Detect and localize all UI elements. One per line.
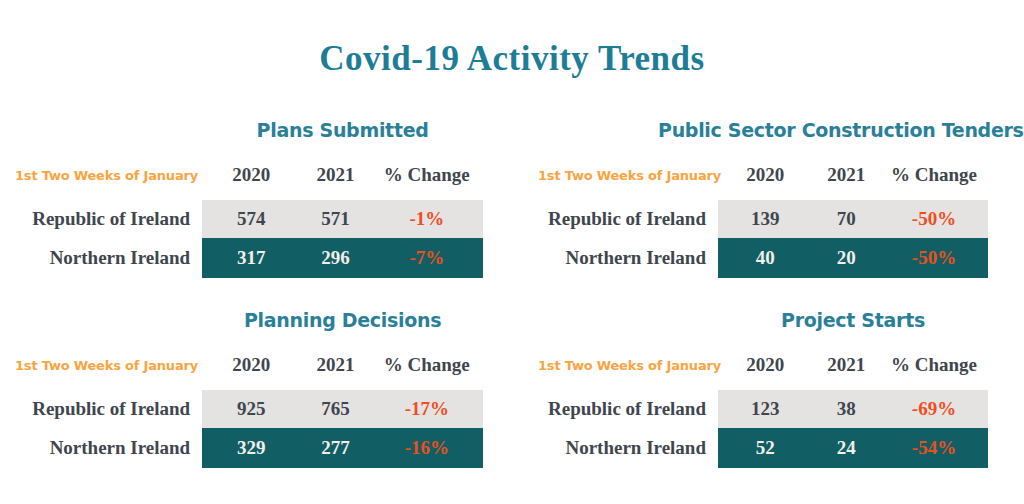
column-header-change: % Change [371,350,483,380]
tables-grid: Plans Submitted 1st Two Weeks of January… [15,118,1024,468]
column-header-2021: 2021 [300,350,370,380]
cell-2020: 317 [202,238,300,278]
table-row-northern-ireland: Northern Ireland 40 20 -50% [538,238,988,278]
table-title: Public Sector Construction Tenders [658,118,928,142]
table-title: Plans Submitted [202,118,483,142]
cell-change: -54% [880,428,988,468]
column-header-change: % Change [371,160,483,190]
table-row-republic-of-ireland: Republic of Ireland 574 571 -1% [15,200,483,238]
cell-change: -50% [880,238,988,278]
column-header-2021: 2021 [300,160,370,190]
table-row-northern-ireland: Northern Ireland 317 296 -7% [15,238,483,278]
cell-2021: 24 [813,428,881,468]
column-header-change: % Change [880,350,988,380]
cell-2020: 40 [718,238,813,278]
cell-2020: 52 [718,428,813,468]
cell-change: -50% [880,200,988,238]
cell-change: -17% [371,390,483,428]
row-label: Republic of Ireland [15,200,202,238]
row-label: Northern Ireland [15,238,202,278]
table-row-northern-ireland: Northern Ireland 52 24 -54% [538,428,988,468]
row-label: Northern Ireland [538,428,718,468]
table-row-northern-ireland: Northern Ireland 329 277 -16% [15,428,483,468]
row-label: Republic of Ireland [15,390,202,428]
table-header-row: 1st Two Weeks of January 2020 2021 % Cha… [538,350,988,380]
cell-2020: 139 [718,200,813,238]
cell-2021: 571 [300,200,370,238]
row-label: Republic of Ireland [538,200,718,238]
period-label: 1st Two Weeks of January [15,350,202,380]
cell-change: -7% [371,238,483,278]
cell-change: -16% [371,428,483,468]
cell-2020: 329 [202,428,300,468]
row-label: Northern Ireland [15,428,202,468]
table-row-republic-of-ireland: Republic of Ireland 123 38 -69% [538,390,988,428]
cell-change: -69% [880,390,988,428]
cell-2020: 123 [718,390,813,428]
column-header-2021: 2021 [813,160,881,190]
table-row-republic-of-ireland: Republic of Ireland 139 70 -50% [538,200,988,238]
period-label: 1st Two Weeks of January [538,350,718,380]
page-title: Covid-19 Activity Trends [0,38,1024,80]
table-header-row: 1st Two Weeks of January 2020 2021 % Cha… [538,160,988,190]
cell-change: -1% [371,200,483,238]
table-planning-decisions: Planning Decisions 1st Two Weeks of Janu… [15,308,483,468]
row-label: Republic of Ireland [538,390,718,428]
period-label: 1st Two Weeks of January [538,160,718,190]
cell-2021: 70 [813,200,881,238]
column-header-2020: 2020 [718,160,813,190]
column-header-2020: 2020 [718,350,813,380]
table-title: Project Starts [718,308,988,332]
cell-2021: 20 [813,238,881,278]
column-header-2020: 2020 [202,350,300,380]
row-label: Northern Ireland [538,238,718,278]
cell-2021: 38 [813,390,881,428]
table-header-row: 1st Two Weeks of January 2020 2021 % Cha… [15,350,483,380]
table-row-republic-of-ireland: Republic of Ireland 925 765 -17% [15,390,483,428]
column-header-2020: 2020 [202,160,300,190]
column-header-2021: 2021 [813,350,881,380]
cell-2020: 925 [202,390,300,428]
period-label: 1st Two Weeks of January [15,160,202,190]
table-title: Planning Decisions [202,308,483,332]
cell-2021: 277 [300,428,370,468]
cell-2021: 296 [300,238,370,278]
table-project-starts: Project Starts 1st Two Weeks of January … [538,308,988,468]
table-public-sector-construction-tenders: Public Sector Construction Tenders 1st T… [538,118,988,278]
table-header-row: 1st Two Weeks of January 2020 2021 % Cha… [15,160,483,190]
column-header-change: % Change [880,160,988,190]
cell-2020: 574 [202,200,300,238]
cell-2021: 765 [300,390,370,428]
table-plans-submitted: Plans Submitted 1st Two Weeks of January… [15,118,483,278]
